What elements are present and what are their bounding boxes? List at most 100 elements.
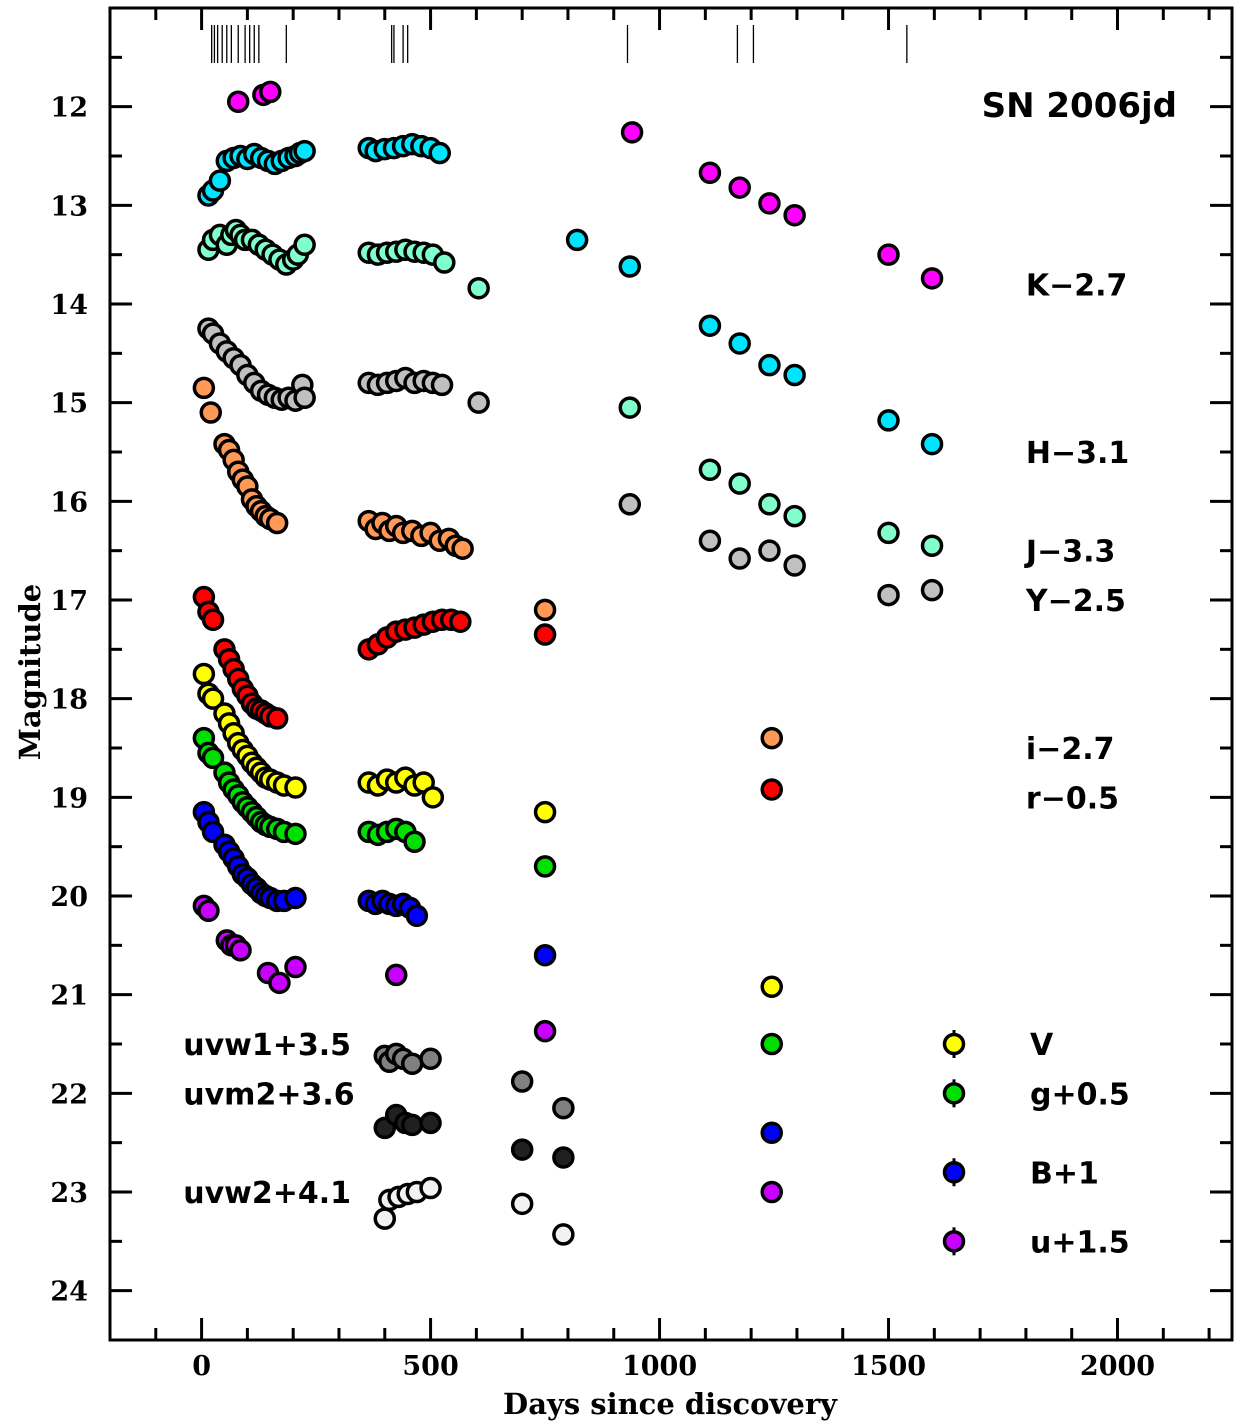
data-point [373,1207,397,1230]
data-point [419,1111,442,1135]
data-point [268,971,291,995]
series-uvw2-4-1 [373,1176,575,1246]
data-point [783,203,806,227]
y-tick-label: 23 [50,1178,88,1209]
data-point [758,192,781,215]
data-points [192,80,944,1246]
y-tick-label: 16 [50,487,88,518]
y-tick-label: 21 [50,981,88,1012]
data-point [552,1096,575,1120]
data-point [201,687,225,710]
data-point [284,886,307,910]
data-point [284,822,307,846]
series-k-2-7 [226,80,944,290]
data-point [293,139,316,163]
y-tick-label: 14 [50,290,88,321]
data-point [401,1113,424,1137]
data-point [451,537,474,560]
y-tick-label: 20 [50,882,88,913]
legend-entry: g+0.5 [942,1077,1130,1112]
legend-marker [942,1230,966,1253]
legend-label: u+1.5 [1030,1225,1130,1260]
series-g-0-5 [192,726,784,1056]
data-point [533,598,557,622]
data-point [284,955,307,979]
data-point [197,899,220,923]
band-label: J−3.3 [1024,535,1115,570]
series-h-3-1 [197,132,944,456]
band-label: H−3.1 [1026,436,1129,471]
band-labels: K−2.7 H−3.1 J−3.3 Y−2.5 i−2.7 r−0.5 uvw1+3.5 uv… [183,268,1129,1211]
data-point [259,80,282,104]
data-point [401,1052,424,1075]
data-point [783,363,806,387]
data-point [533,855,557,878]
data-point [510,1192,534,1216]
legend-marker [942,1161,966,1184]
data-point [467,391,490,414]
data-point [920,534,944,557]
data-point [201,608,225,631]
data-point [533,1019,557,1043]
data-point [533,623,557,646]
series-uvw1-3-5 [373,1042,575,1120]
data-point [419,1176,442,1200]
series-uvm2-3-6 [373,1103,575,1169]
data-point [760,1180,784,1204]
data-point [510,1070,534,1093]
legend-entry: V [942,1028,1054,1063]
data-point [199,401,223,424]
y-tick-label: 12 [50,93,88,124]
x-tick-label: 1000 [622,1351,697,1382]
data-point [728,472,751,495]
legend-label: g+0.5 [1030,1077,1130,1112]
series-j-3-3 [197,218,944,557]
data-point [201,746,225,770]
band-label: uvm2+3.6 [183,1077,354,1112]
legend-entry: u+1.5 [942,1225,1130,1260]
legend-label: B+1 [1030,1156,1099,1191]
legend: Vg+0.5 B+1 u+1.5 [942,1028,1130,1260]
data-point [618,493,642,516]
y-tick-label: 17 [50,586,88,617]
data-point [293,386,316,409]
series-b-1 [192,800,784,1145]
y-tick-label: 13 [50,191,88,222]
series-u-1-5 [192,894,784,1204]
data-point [728,176,751,199]
band-label: i−2.7 [1026,732,1115,767]
data-point [229,939,252,962]
data-point [467,276,490,300]
data-point [728,332,751,355]
data-point [877,409,900,432]
plot-border [108,6,1234,1342]
y-tick-label: 19 [50,783,88,814]
data-point [877,521,900,545]
data-point [510,1138,534,1161]
data-point [192,376,216,400]
legend-marker [942,1082,966,1105]
band-label: K−2.7 [1026,268,1128,303]
data-point [433,251,456,274]
data-point [449,610,472,633]
data-point [421,786,445,809]
data-point [877,583,900,607]
data-point [620,121,644,144]
x-tick-label: 500 [402,1351,458,1382]
data-point [265,707,289,730]
y-axis-title: Magnitude [13,584,47,760]
legend-marker [942,1032,966,1056]
y-tick-label: 18 [50,685,88,716]
data-point [403,830,426,853]
data-point [430,373,454,397]
data-point [760,1032,784,1056]
x-tick-label: 1500 [851,1351,926,1382]
series-v [192,662,784,999]
series-y-2-5 [197,317,944,607]
data-point [920,578,944,602]
y-tick-label: 22 [50,1079,88,1110]
data-point [419,1047,442,1071]
y-tick-label: 24 [50,1277,88,1308]
data-point [293,233,316,257]
